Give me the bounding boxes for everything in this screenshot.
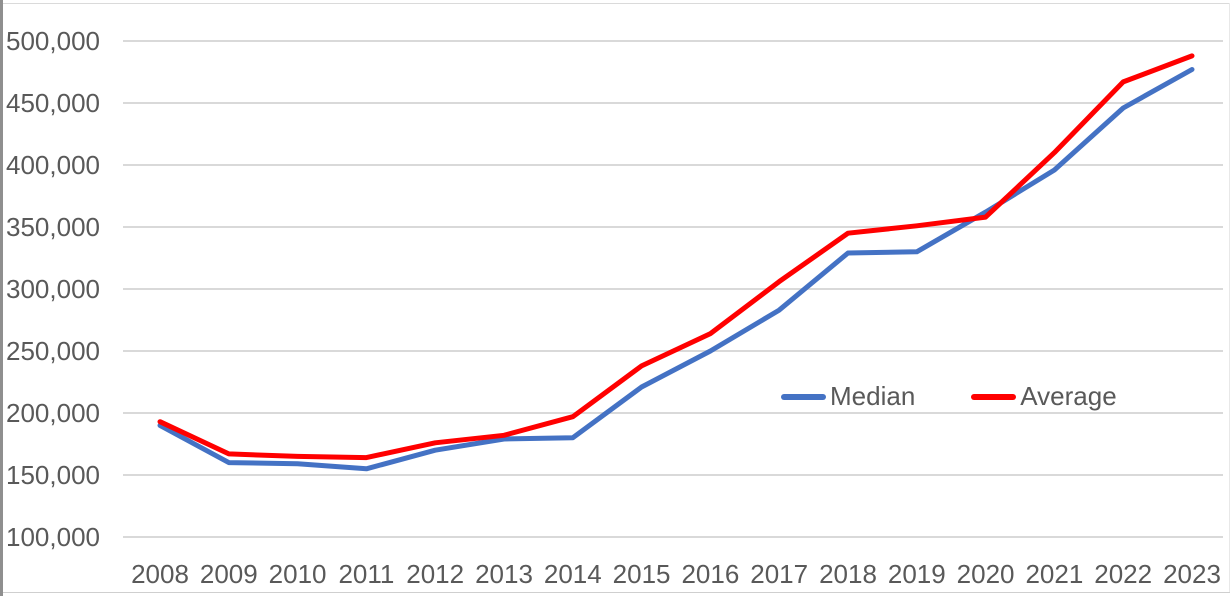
x-axis-tick-label: 2015 [613, 559, 671, 589]
y-axis-tick-label: 450,000 [6, 88, 100, 118]
y-axis-tick-label: 500,000 [6, 26, 100, 56]
x-axis-tick-label: 2016 [681, 559, 739, 589]
frame-left-edge [0, 0, 3, 596]
legend-label-average: Average [1020, 381, 1117, 411]
series-line-median[interactable] [157, 67, 1195, 472]
y-axis-tick-label: 150,000 [6, 460, 100, 490]
x-axis-tick-label: 2017 [750, 559, 808, 589]
frame-bottom-edge [3, 592, 1230, 593]
series-line-average[interactable] [157, 53, 1195, 461]
y-axis-tick-label: 200,000 [6, 398, 100, 428]
legend-item-average[interactable]: Average [971, 381, 1117, 412]
x-axis-tick-label: 2020 [957, 559, 1015, 589]
x-axis-tick-label: 2013 [475, 559, 533, 589]
y-axis-tick-label: 100,000 [6, 522, 100, 552]
y-axis-tick-label: 300,000 [6, 274, 100, 304]
x-axis-tick-label: 2018 [819, 559, 877, 589]
x-axis-tick-label: 2014 [544, 559, 602, 589]
x-axis-tick-label: 2011 [338, 559, 394, 589]
x-axis-tick-label: 2008 [131, 559, 189, 589]
x-axis-tick-label: 2022 [1094, 559, 1152, 589]
x-axis-tick-label: 2021 [1025, 559, 1083, 589]
x-axis-tick-label: 2009 [200, 559, 258, 589]
chart-legend: Median Average [781, 381, 1117, 412]
legend-label-median: Median [830, 381, 916, 411]
x-axis-tick-label: 2019 [888, 559, 946, 589]
frame-top-edge [3, 3, 1230, 4]
y-axis-tick-label: 350,000 [6, 212, 100, 242]
average-line-swatch [971, 393, 1017, 400]
y-axis-tick-label: 250,000 [6, 336, 100, 366]
y-axis-tick-label: 400,000 [6, 150, 100, 180]
x-axis-tick-label: 2012 [406, 559, 464, 589]
median-line-swatch [781, 393, 826, 400]
x-axis-tick-label: 2010 [269, 559, 327, 589]
x-axis-tick-label: 2023 [1163, 559, 1221, 589]
legend-item-median[interactable]: Median [781, 381, 915, 412]
